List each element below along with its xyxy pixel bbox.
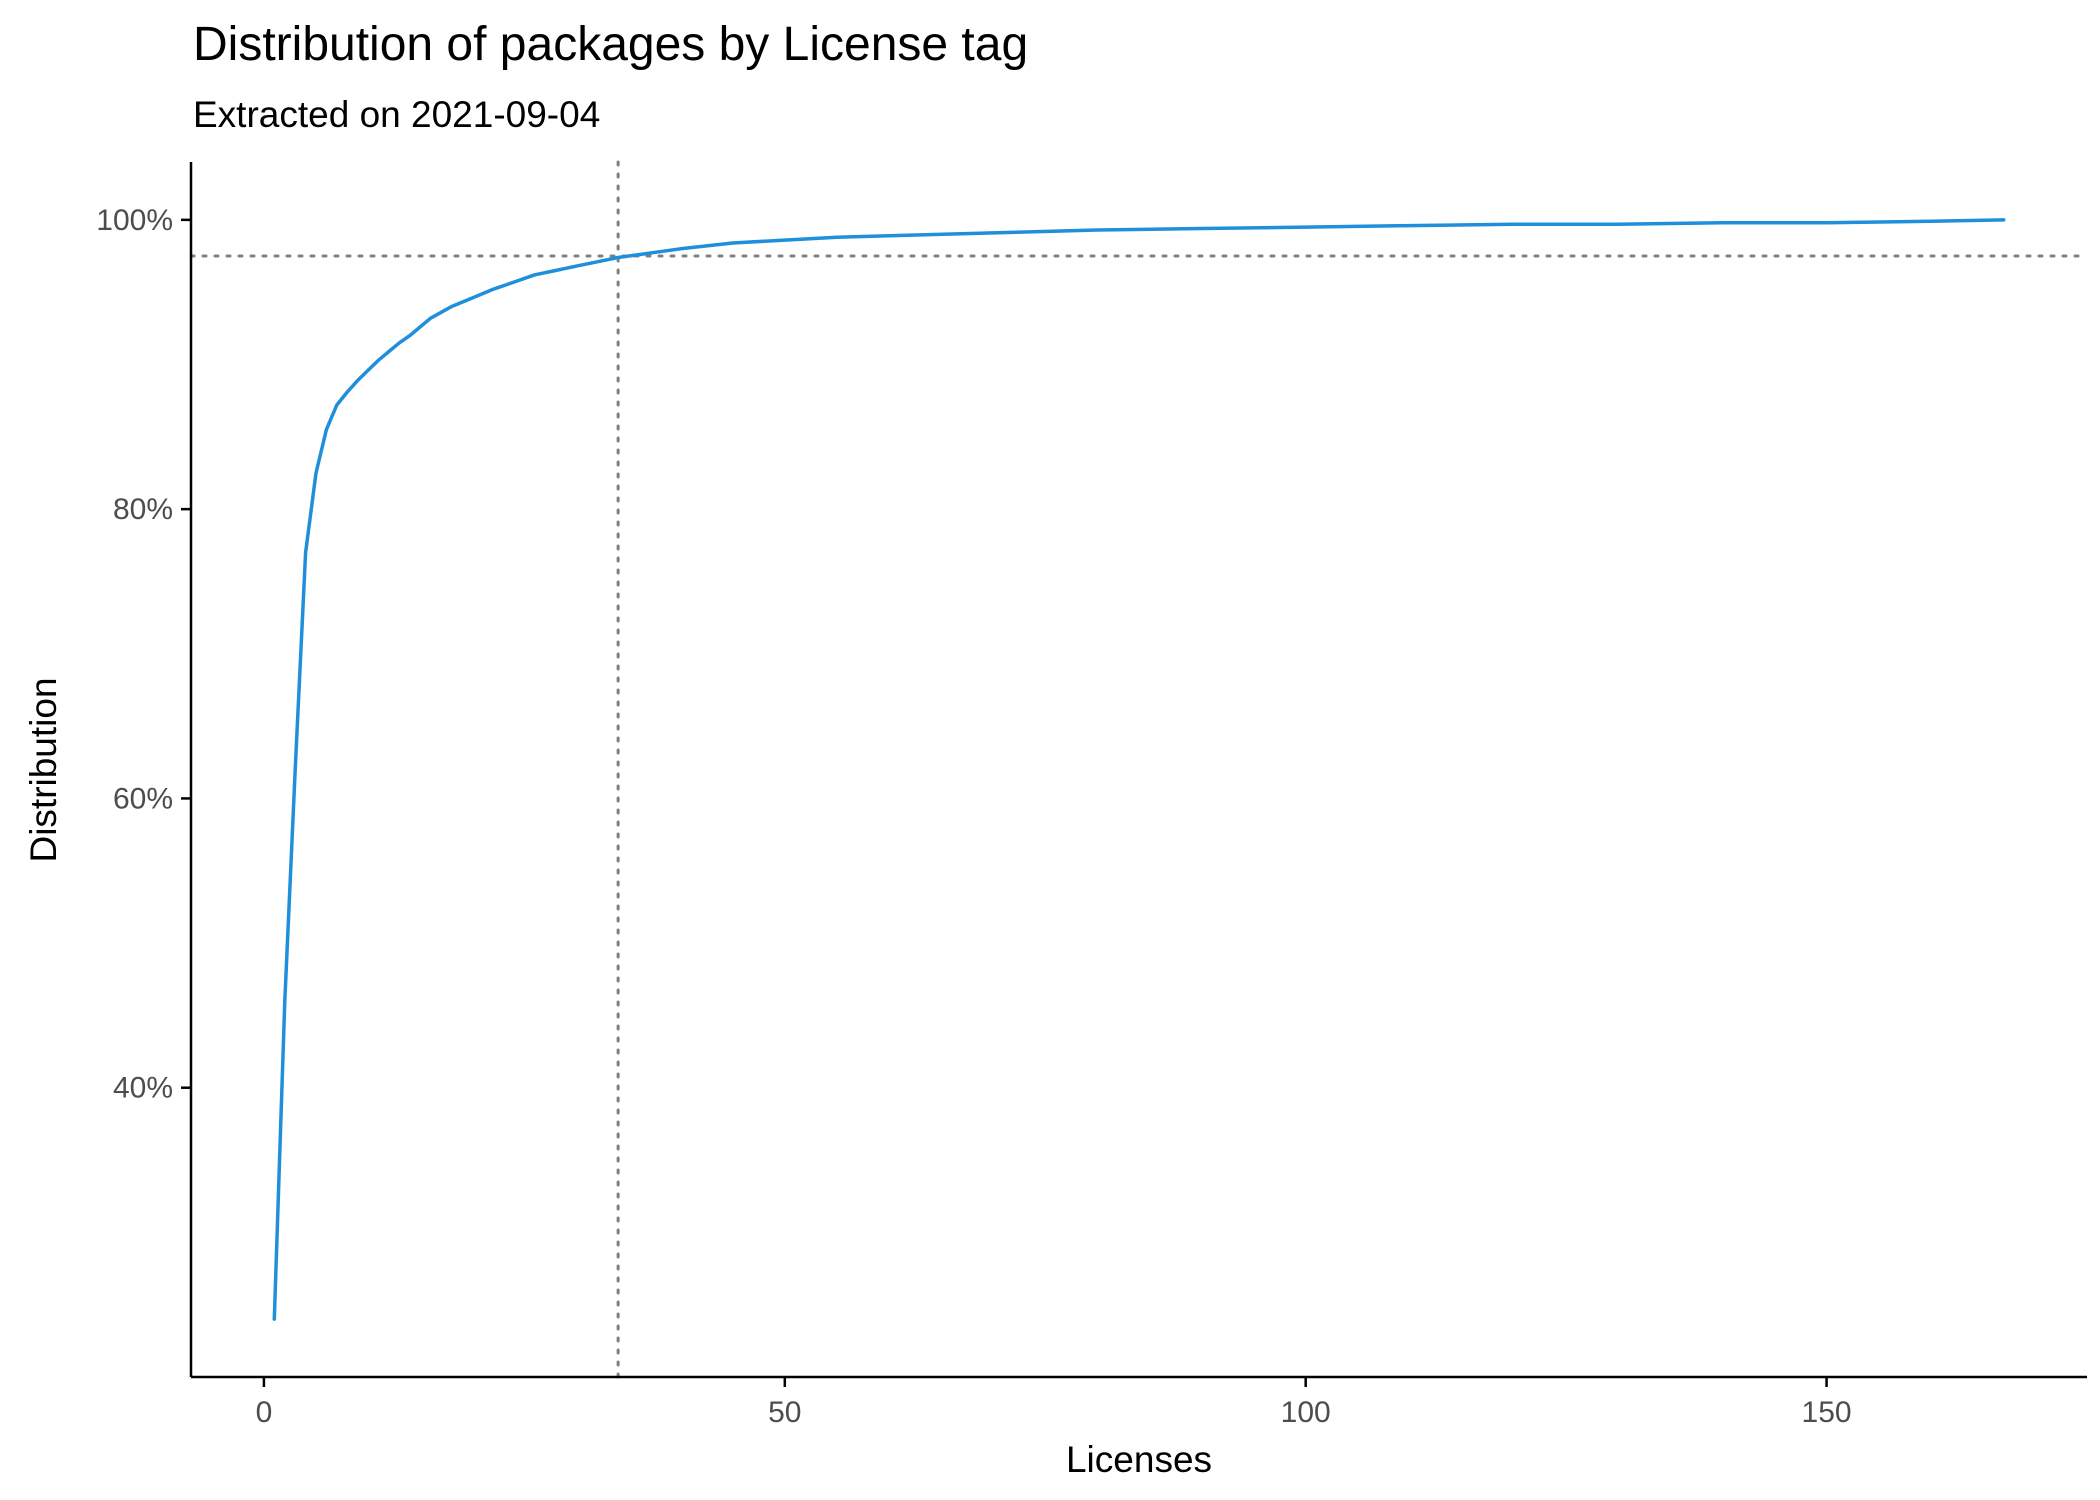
chart-title: Distribution of packages by License tag (193, 18, 1028, 71)
x-axis-title: Licenses (1066, 1439, 1212, 1480)
x-tick-label: 100 (1281, 1396, 1331, 1429)
y-tick-label: 80% (113, 493, 173, 526)
y-ticks: 40% 60% 80% 100% (96, 204, 191, 1105)
x-tick-label: 0 (256, 1396, 273, 1429)
x-tick-label: 50 (768, 1396, 801, 1429)
y-tick-label: 40% (113, 1072, 173, 1105)
y-axis-title: Distribution (23, 677, 64, 862)
y-tick-label: 100% (96, 204, 173, 237)
chart-subtitle: Extracted on 2021-09-04 (193, 94, 600, 135)
x-tick-label: 150 (1802, 1396, 1852, 1429)
x-ticks: 0 50 100 150 (256, 1377, 1852, 1429)
series-line-0 (272, 218, 2006, 1321)
reference-lines (189, 160, 2089, 1379)
series-layer (272, 218, 2006, 1321)
axes (189, 162, 2087, 1379)
y-tick-label: 60% (113, 782, 173, 815)
